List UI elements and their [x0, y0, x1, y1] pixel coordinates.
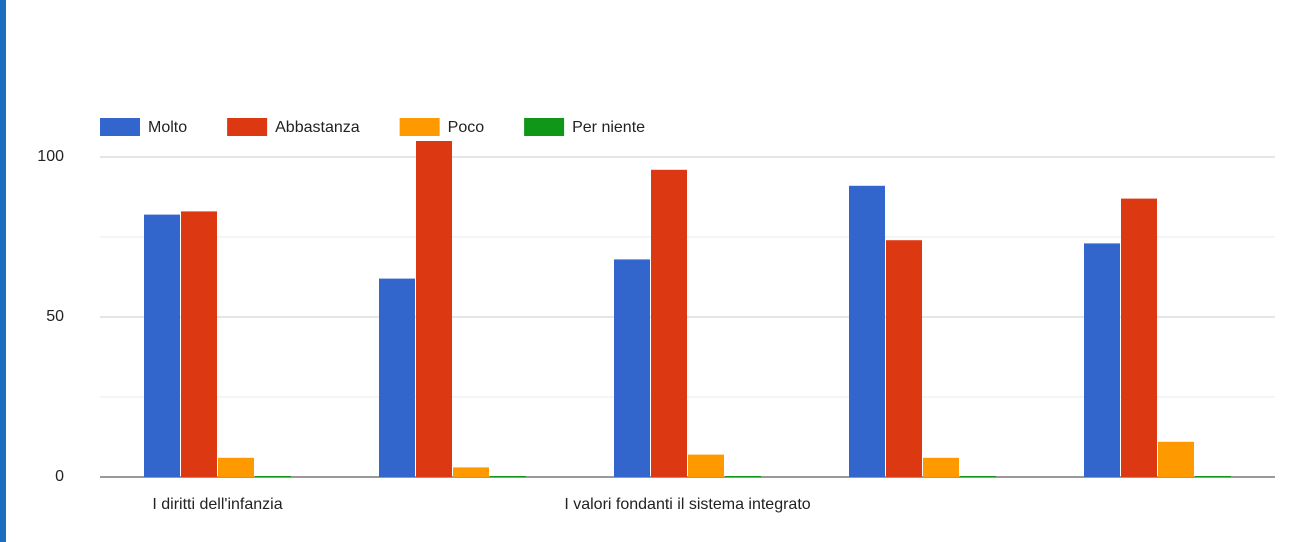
legend-label: Abbastanza [275, 119, 360, 136]
bar [849, 185, 885, 478]
bar [1158, 441, 1194, 477]
bar [725, 476, 761, 477]
y-tick-label: 50 [46, 308, 64, 325]
bar [1121, 198, 1157, 477]
bar [218, 457, 254, 477]
bar [923, 457, 959, 477]
legend-swatch [399, 118, 440, 136]
legend-swatch [524, 118, 565, 136]
bar [255, 476, 291, 477]
legend-label: Poco [448, 119, 485, 136]
bar [1084, 243, 1120, 477]
legend-label: Per niente [572, 119, 645, 136]
bar [960, 476, 996, 477]
frame-border [0, 0, 6, 542]
bar [181, 211, 217, 477]
bar [688, 454, 724, 477]
bar [614, 259, 650, 477]
legend-swatch [227, 118, 268, 136]
y-tick-label: 100 [37, 148, 64, 165]
bar [651, 169, 687, 478]
bar [886, 240, 922, 477]
legend-label: Molto [148, 119, 187, 136]
bar [144, 214, 180, 477]
y-tick-label: 0 [55, 468, 64, 485]
bar [490, 476, 526, 477]
x-tick-label: I diritti dell'infanzia [152, 496, 282, 513]
bar [379, 278, 415, 477]
bar [453, 467, 489, 477]
legend-swatch [100, 118, 140, 136]
x-tick-label: I valori fondanti il sistema integrato [564, 496, 810, 513]
bar [416, 141, 452, 477]
bar [1195, 476, 1231, 477]
